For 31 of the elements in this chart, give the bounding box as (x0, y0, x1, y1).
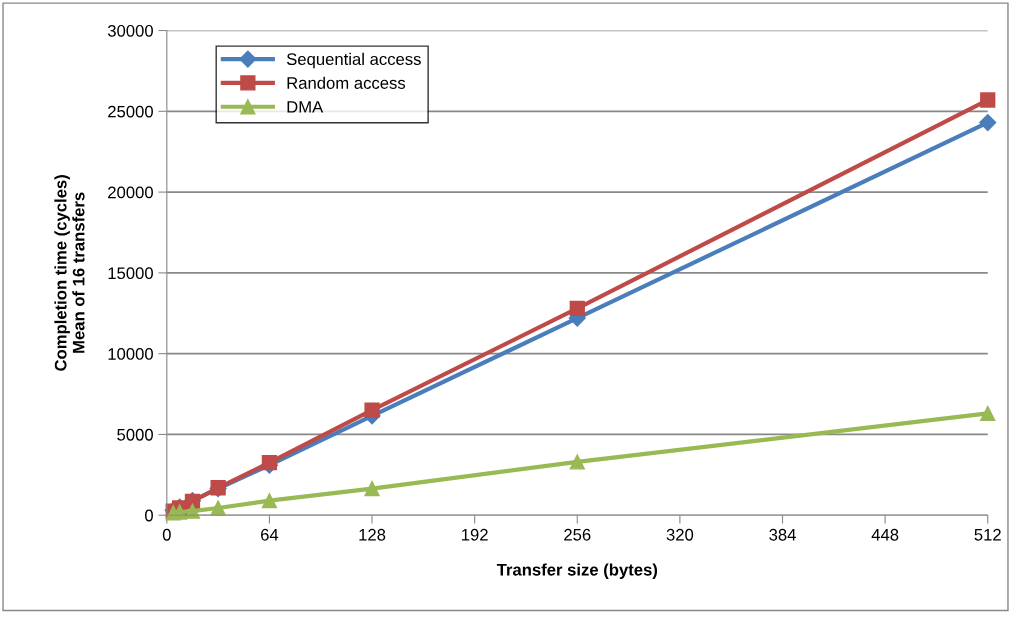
x-tick-label: 192 (462, 528, 488, 541)
point (569, 454, 585, 470)
y-tick-label: 0 (145, 509, 153, 522)
legend-label: Random access (287, 76, 406, 89)
y-tick-label: 25000 (108, 105, 153, 118)
point (979, 114, 997, 132)
point (980, 405, 996, 422)
x-tick-label: 256 (564, 528, 591, 541)
x-tick-label: 64 (261, 528, 279, 541)
point (210, 500, 226, 516)
y-tick-label: 30000 (107, 24, 153, 37)
x-tick-label: 320 (666, 528, 694, 541)
legend-label: Sequential access (286, 52, 421, 69)
x-tick-label: 384 (769, 528, 796, 541)
x-tick-label: 448 (871, 528, 899, 541)
x-tick-label: 512 (974, 528, 1001, 541)
point (980, 92, 996, 108)
point (364, 480, 380, 497)
legend-label: DMA (287, 101, 324, 113)
y-tick-label: 5000 (117, 428, 153, 441)
y-tick-label: 15000 (108, 267, 153, 280)
point (261, 493, 278, 509)
x-tick-label: 128 (359, 528, 386, 541)
y-tick-label: 20000 (108, 186, 153, 199)
point (184, 503, 201, 519)
point (569, 300, 585, 317)
x-axis-title: Transfer size (bytes) (496, 563, 658, 579)
y-tick-label: 10000 (108, 348, 153, 360)
x-tick-label: 0 (162, 528, 171, 541)
point (364, 402, 380, 418)
y-axis-title: Completion time (cycles) Mean of 16 transfers (54, 175, 85, 371)
